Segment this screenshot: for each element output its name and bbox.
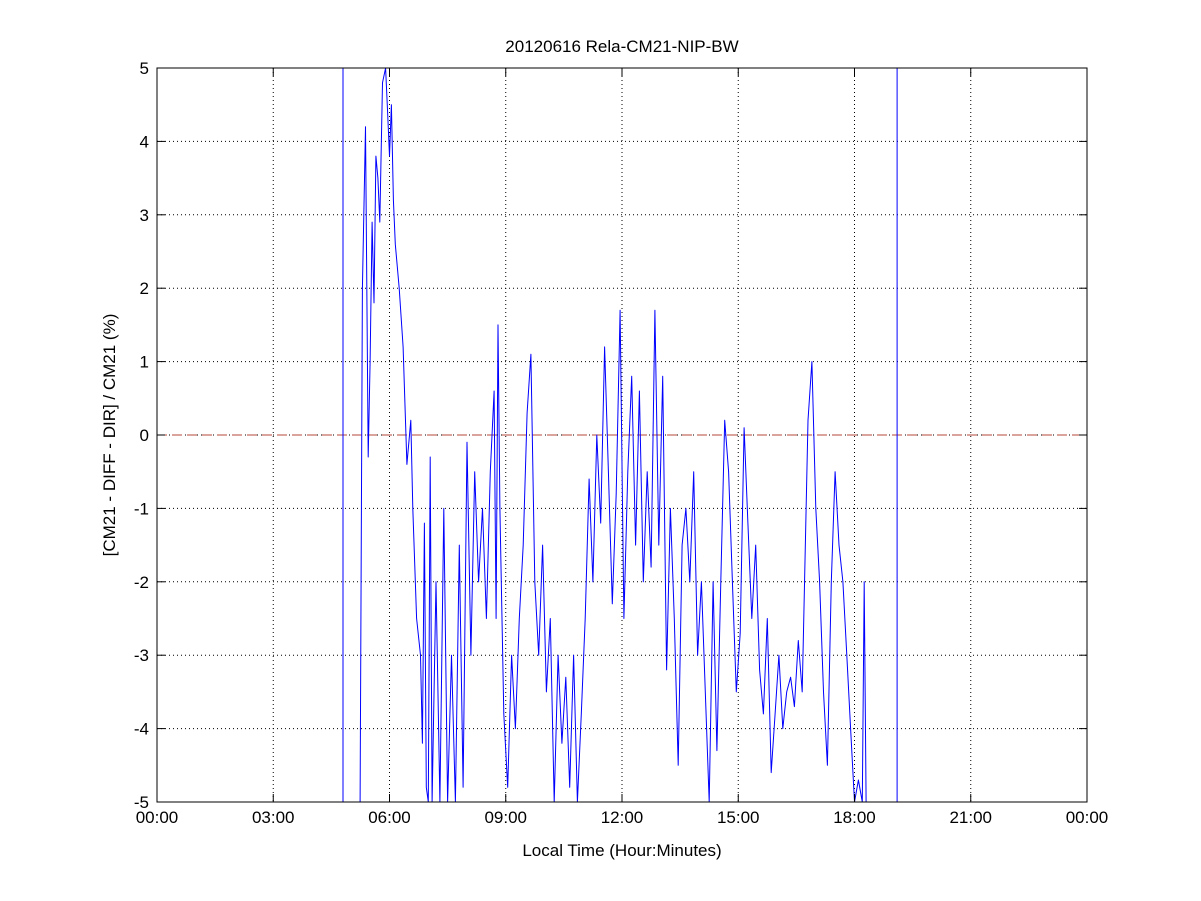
x-axis-label: Local Time (Hour:Minutes) <box>522 841 721 860</box>
series-line-relative-difference <box>342 67 867 803</box>
y-tick-label: 3 <box>140 206 149 225</box>
x-tick-label: 06:00 <box>368 808 411 827</box>
y-tick-label: -5 <box>134 793 149 812</box>
series-group <box>157 67 1087 803</box>
y-tick-label: -3 <box>134 646 149 665</box>
y-tick-label: 2 <box>140 279 149 298</box>
y-tick-label: 5 <box>140 59 149 78</box>
x-tick-label: 15:00 <box>717 808 760 827</box>
y-tick-label: -4 <box>134 720 149 739</box>
y-tick-label: 0 <box>140 426 149 445</box>
x-tick-label: 00:00 <box>1066 808 1109 827</box>
y-tick-label: -2 <box>134 573 149 592</box>
y-axis-label: [CM21 - DIFF - DIR] / CM21 (%) <box>100 314 119 557</box>
y-tick-label: 1 <box>140 353 149 372</box>
x-tick-label: 00:00 <box>136 808 179 827</box>
chart-title: 20120616 Rela-CM21-NIP-BW <box>505 37 738 56</box>
x-tick-label: 09:00 <box>484 808 527 827</box>
y-tick-label: 4 <box>140 132 149 151</box>
y-tick-label: -1 <box>134 499 149 518</box>
ticks: 00:00 03:00 06:00 09:00 12:00 15:00 18:00 21:00… <box>134 59 1108 827</box>
x-tick-label: 21:00 <box>949 808 992 827</box>
x-tick-label: 12:00 <box>601 808 644 827</box>
x-tick-label: 03:00 <box>252 808 295 827</box>
x-tick-label: 18:00 <box>833 808 876 827</box>
